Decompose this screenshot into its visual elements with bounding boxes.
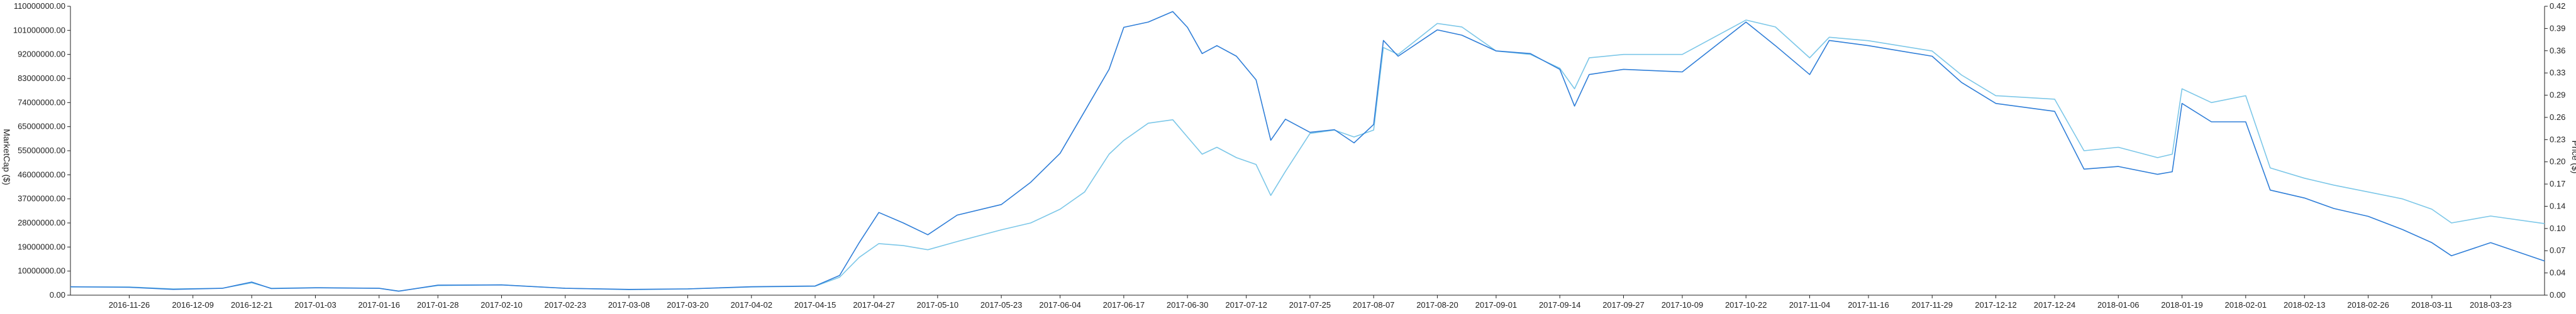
y-right-tick-label: 0.04 — [2550, 268, 2565, 278]
y-axis-left-title: MarketCap ($) — [2, 129, 12, 185]
x-tick-label: 2017-12-24 — [2034, 300, 2076, 310]
y-axis-right-title: Price ($) — [2570, 141, 2576, 174]
x-tick-label: 2016-12-21 — [231, 300, 273, 310]
y-left-tick-label: 74000000.00 — [18, 97, 65, 107]
marketcap-line — [70, 11, 2545, 292]
y-right-tick-label: 0.23 — [2550, 134, 2565, 144]
x-tick-label: 2017-06-17 — [1103, 300, 1145, 310]
y-right-tick-label: 0.26 — [2550, 112, 2565, 122]
x-tick-label: 2017-03-20 — [667, 300, 709, 310]
x-tick-label: 2017-07-25 — [1289, 300, 1331, 310]
x-tick-label: 2018-01-19 — [2161, 300, 2203, 310]
x-tick-label: 2017-11-16 — [1848, 300, 1889, 310]
y-right-tick-label: 0.39 — [2550, 23, 2565, 33]
x-tick-label: 2017-04-27 — [853, 300, 895, 310]
y-left-tick-label: 110000000.00 — [14, 1, 65, 11]
x-tick-label: 2017-03-08 — [608, 300, 650, 310]
x-tick-label: 2018-02-13 — [2284, 300, 2326, 310]
x-tick-label: 2017-08-20 — [1416, 300, 1458, 310]
x-tick-label: 2017-07-12 — [1225, 300, 1267, 310]
y-right-tick-label: 0.33 — [2550, 68, 2565, 77]
x-tick-label: 2017-06-04 — [1039, 300, 1081, 310]
x-tick-label: 2017-06-30 — [1167, 300, 1209, 310]
x-tick-label: 2018-02-26 — [2347, 300, 2389, 310]
x-tick-label: 2017-02-23 — [545, 300, 587, 310]
x-tick-label: 2017-09-01 — [1475, 300, 1518, 310]
series-layer — [70, 11, 2545, 292]
y-right-tick-label: 0.20 — [2550, 157, 2565, 166]
y-right-tick-label: 0.42 — [2550, 1, 2565, 11]
price-line — [70, 19, 2545, 292]
x-tick-label: 2018-03-23 — [2470, 300, 2512, 310]
y-left-tick-label: 28000000.00 — [18, 218, 65, 227]
y-left-tick-label: 10000000.00 — [18, 266, 65, 276]
x-tick-label: 2017-04-02 — [731, 300, 773, 310]
y-left-tick-label: 83000000.00 — [18, 73, 65, 83]
x-tick-label: 2018-03-11 — [2411, 300, 2453, 310]
x-tick-label: 2017-08-07 — [1353, 300, 1395, 310]
x-tick-label: 2017-01-16 — [358, 300, 401, 310]
y-left-tick-label: 55000000.00 — [18, 146, 65, 155]
x-tick-label: 2016-12-09 — [172, 300, 214, 310]
y-right-tick-label: 0.14 — [2550, 201, 2565, 210]
x-tick-label: 2017-11-29 — [1911, 300, 1953, 310]
y-left-tick-label: 92000000.00 — [18, 50, 65, 59]
x-tick-label: 2016-11-26 — [109, 300, 150, 310]
y-left-tick-label: 65000000.00 — [18, 122, 65, 131]
y-right-tick-label: 0.36 — [2550, 46, 2565, 55]
x-tick-label: 2017-05-10 — [917, 300, 959, 310]
x-tick-label: 2018-02-01 — [2225, 300, 2267, 310]
x-tick-label: 2017-10-09 — [1662, 300, 1704, 310]
x-tick-label: 2017-04-15 — [794, 300, 836, 310]
x-tick-label: 2017-09-27 — [1602, 300, 1645, 310]
x-tick-label: 2017-09-14 — [1539, 300, 1581, 310]
x-tick-label: 2017-12-12 — [1975, 300, 2017, 310]
y-right-tick-label: 0.07 — [2550, 246, 2565, 255]
y-right-tick-label: 0.10 — [2550, 224, 2565, 233]
y-right-tick-label: 0.29 — [2550, 90, 2565, 100]
axes: 0.00 10000000.00 19000000.00 28000000.00 370… — [13, 1, 2565, 310]
y-left-tick-label: 0.00 — [50, 290, 65, 300]
x-tick-label: 2017-01-03 — [294, 300, 336, 310]
x-tick-label: 2017-11-04 — [1789, 300, 1831, 310]
y-left-tick-label: 37000000.00 — [18, 194, 65, 203]
y-left-tick-label: 19000000.00 — [18, 242, 65, 251]
y-left-tick-label: 46000000.00 — [18, 170, 65, 179]
x-tick-label: 2017-05-23 — [980, 300, 1023, 310]
y-right-tick-label: 0.17 — [2550, 179, 2565, 188]
x-tick-label: 2017-01-28 — [417, 300, 459, 310]
x-tick-label: 2017-02-10 — [480, 300, 523, 310]
y-left-tick-label: 101000000.00 — [13, 25, 65, 35]
x-tick-label: 2017-10-22 — [1725, 300, 1767, 310]
y-right-tick-label: 0.00 — [2550, 290, 2565, 300]
x-tick-label: 2018-01-06 — [2097, 300, 2140, 310]
